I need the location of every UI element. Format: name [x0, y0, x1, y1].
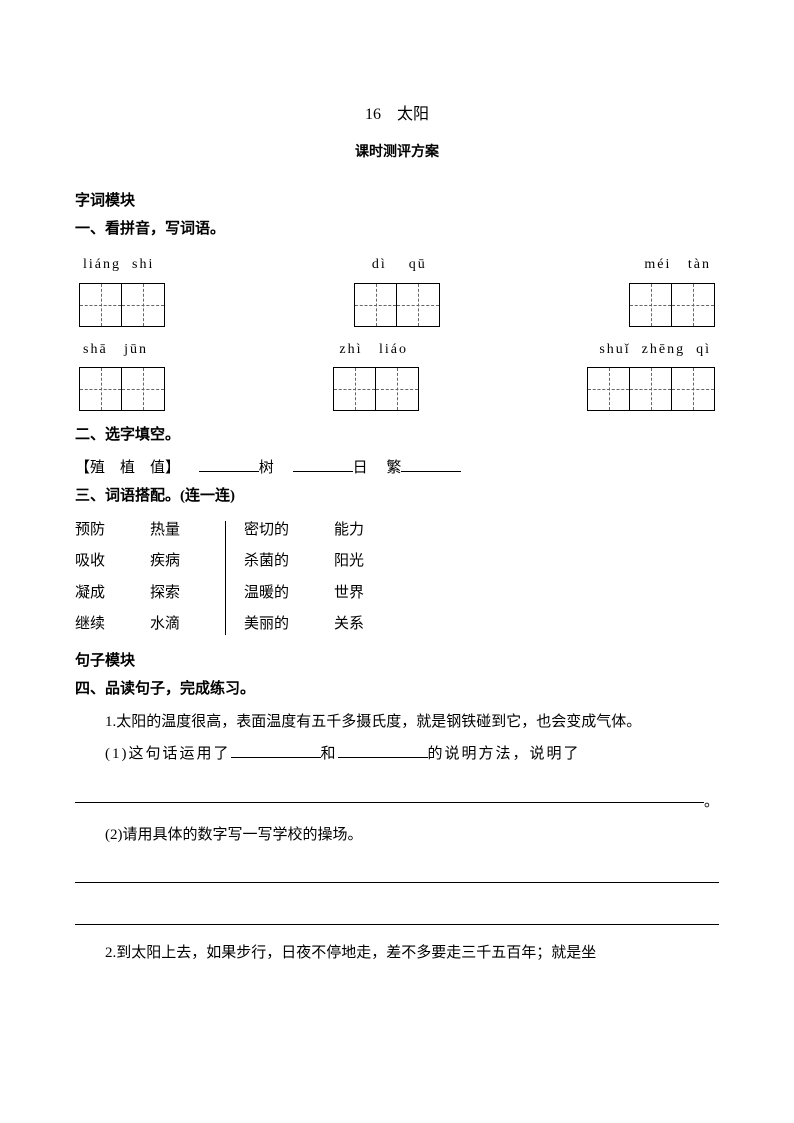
- q2-item-2: 日: [353, 460, 368, 476]
- q4-s1: 1.太阳的温度很高，表面温度有五千多摄氏度，就是钢铁碰到它，也会变成气体。: [75, 708, 719, 737]
- divider: [225, 521, 226, 635]
- fill-blank[interactable]: [401, 457, 461, 472]
- pinyin-1: liáng shi: [83, 252, 154, 279]
- match-item[interactable]: 探索: [150, 578, 180, 610]
- q4-s1q1c: 的说明方法，说明了: [428, 746, 581, 762]
- fill-blank[interactable]: [293, 457, 353, 472]
- match-col-3: 密切的 杀菌的 温暖的 美丽的: [244, 515, 289, 641]
- q4-s1-q1: (1)这句话运用了 和 的说明方法，说明了: [75, 740, 719, 769]
- pinyin-4: shā jūn: [83, 337, 148, 364]
- match-col-2: 热量 疾病 探索 水滴: [150, 515, 180, 641]
- q4-s2: 2.到太阳上去，如果步行，日夜不停地走，差不多要走三千五百年；就是坐: [75, 939, 719, 968]
- q4-s1q1a: (1)这句话运用了: [105, 746, 231, 762]
- char-box[interactable]: [333, 367, 419, 411]
- q2-heading: 二、选字填空。: [75, 421, 719, 450]
- match-item[interactable]: 关系: [334, 609, 364, 641]
- match-item[interactable]: 继续: [75, 609, 105, 641]
- charbox-row-1: [75, 283, 719, 327]
- pinyin-2: dì qū: [372, 252, 427, 279]
- answer-line[interactable]: [75, 897, 719, 925]
- pinyin-3: méi tàn: [644, 252, 711, 279]
- match-item[interactable]: 美丽的: [244, 609, 289, 641]
- match-col-4: 能力 阳光 世界 关系: [334, 515, 364, 641]
- q4-s1-q2: (2)请用具体的数字写一写学校的操场。: [75, 821, 719, 850]
- q2-choices: 【殖 植 值】: [75, 460, 180, 476]
- q3-heading: 三、词语搭配。(连一连): [75, 482, 719, 511]
- match-item[interactable]: 世界: [334, 578, 364, 610]
- char-box[interactable]: [79, 367, 165, 411]
- q4-heading: 四、品读句子，完成练习。: [75, 675, 719, 704]
- period: 。: [704, 788, 719, 817]
- match-col-1: 预防 吸收 凝成 继续: [75, 515, 105, 641]
- answer-line[interactable]: [75, 775, 704, 803]
- pinyin-row-2: shā jūn zhì liáo shuǐ zhēng qì: [75, 337, 719, 364]
- match-item[interactable]: 热量: [150, 515, 180, 547]
- char-box[interactable]: [629, 283, 715, 327]
- q2-item-1: 树: [259, 460, 274, 476]
- charbox-row-2: [75, 367, 719, 411]
- module-1-header: 字词模块: [75, 187, 719, 216]
- q2-line: 【殖 植 值】 树 日 繁: [75, 454, 719, 483]
- lesson-title: 16 太阳: [75, 100, 719, 130]
- match-item[interactable]: 能力: [334, 515, 364, 547]
- match-item[interactable]: 水滴: [150, 609, 180, 641]
- match-item[interactable]: 疾病: [150, 546, 180, 578]
- match-item[interactable]: 预防: [75, 515, 105, 547]
- fill-blank[interactable]: [338, 743, 428, 758]
- module-2-header: 句子模块: [75, 647, 719, 676]
- match-table: 预防 吸收 凝成 继续 热量 疾病 探索 水滴 密切的 杀菌的 温暖的 美丽的 …: [75, 515, 719, 641]
- match-item[interactable]: 吸收: [75, 546, 105, 578]
- lesson-subtitle: 课时测评方案: [75, 140, 719, 167]
- q2-item-3: 繁: [386, 460, 401, 476]
- match-item[interactable]: 凝成: [75, 578, 105, 610]
- match-item[interactable]: 密切的: [244, 515, 289, 547]
- fill-blank[interactable]: [231, 743, 321, 758]
- match-item[interactable]: 杀菌的: [244, 546, 289, 578]
- answer-line[interactable]: [75, 855, 719, 883]
- char-box[interactable]: [79, 283, 165, 327]
- pinyin-row-1: liáng shi dì qū méi tàn: [75, 252, 719, 279]
- pinyin-5: zhì liáo: [339, 337, 408, 364]
- fill-blank[interactable]: [199, 457, 259, 472]
- pinyin-6: shuǐ zhēng qì: [599, 337, 711, 364]
- q4-s1q1b: 和: [321, 746, 338, 762]
- char-box[interactable]: [354, 283, 440, 327]
- match-item[interactable]: 阳光: [334, 546, 364, 578]
- match-item[interactable]: 温暖的: [244, 578, 289, 610]
- q1-heading: 一、看拼音，写词语。: [75, 215, 719, 244]
- char-box[interactable]: [587, 367, 715, 411]
